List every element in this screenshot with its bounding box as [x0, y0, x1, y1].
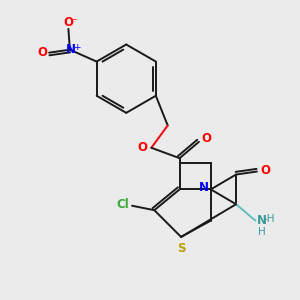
Text: O: O [38, 46, 47, 59]
Text: +: + [73, 43, 80, 52]
Text: H: H [258, 227, 266, 237]
Text: N: N [199, 182, 209, 194]
Text: O: O [201, 132, 211, 145]
Text: S: S [177, 242, 185, 255]
Text: O: O [63, 16, 74, 29]
Text: O: O [138, 141, 148, 154]
Text: N: N [257, 214, 267, 227]
Text: N: N [66, 43, 76, 56]
Text: Cl: Cl [116, 198, 129, 211]
Text: -: - [73, 14, 77, 24]
Text: -H: -H [264, 214, 275, 224]
Text: O: O [260, 164, 270, 177]
